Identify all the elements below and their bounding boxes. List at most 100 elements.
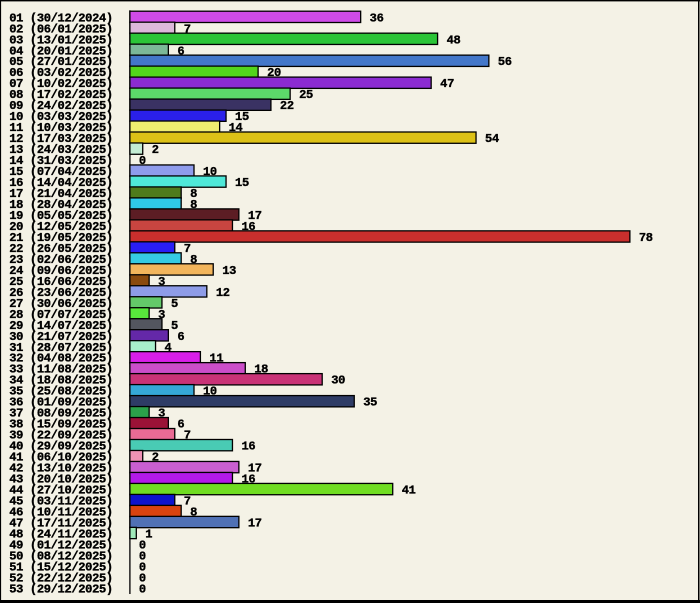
svg-text:33 (11/08/2025): 33 (11/08/2025) xyxy=(9,363,113,377)
svg-text:10 (03/03/2025): 10 (03/03/2025) xyxy=(9,110,113,124)
svg-text:41 (06/10/2025): 41 (06/10/2025) xyxy=(9,451,113,465)
svg-text:05 (27/01/2025): 05 (27/01/2025) xyxy=(9,55,113,69)
svg-text:13: 13 xyxy=(222,264,236,278)
svg-text:19 (05/05/2025): 19 (05/05/2025) xyxy=(9,209,113,223)
svg-text:20: 20 xyxy=(267,66,281,80)
svg-text:49 (01/12/2025): 49 (01/12/2025) xyxy=(9,538,113,552)
svg-text:46 (10/11/2025): 46 (10/11/2025) xyxy=(9,505,113,519)
svg-text:3: 3 xyxy=(158,275,165,289)
svg-text:25: 25 xyxy=(299,88,313,102)
svg-text:3: 3 xyxy=(158,308,165,322)
svg-text:17: 17 xyxy=(248,462,262,476)
svg-text:52 (22/12/2025): 52 (22/12/2025) xyxy=(9,571,113,585)
svg-text:06 (03/02/2025): 06 (03/02/2025) xyxy=(9,66,113,80)
svg-text:20 (12/05/2025): 20 (12/05/2025) xyxy=(9,220,113,234)
svg-text:16: 16 xyxy=(241,440,255,454)
svg-text:47 (17/11/2025): 47 (17/11/2025) xyxy=(9,516,113,530)
svg-text:23 (02/06/2025): 23 (02/06/2025) xyxy=(9,253,113,267)
svg-text:36: 36 xyxy=(370,11,384,25)
svg-text:2: 2 xyxy=(152,451,159,465)
svg-text:0: 0 xyxy=(139,560,146,574)
svg-text:11 (10/03/2025): 11 (10/03/2025) xyxy=(9,121,113,135)
svg-text:25 (16/06/2025): 25 (16/06/2025) xyxy=(9,275,113,289)
svg-text:08 (17/02/2025): 08 (17/02/2025) xyxy=(9,88,113,102)
svg-text:56: 56 xyxy=(498,55,512,69)
svg-text:18 (28/04/2025): 18 (28/04/2025) xyxy=(9,198,113,212)
svg-text:8: 8 xyxy=(190,253,197,267)
svg-text:38 (15/09/2025): 38 (15/09/2025) xyxy=(9,418,113,432)
svg-text:0: 0 xyxy=(139,154,146,168)
svg-text:47: 47 xyxy=(440,77,454,91)
svg-text:48: 48 xyxy=(447,33,461,47)
svg-text:5: 5 xyxy=(171,297,178,311)
svg-text:10: 10 xyxy=(203,385,217,399)
svg-text:54: 54 xyxy=(485,132,499,146)
svg-text:24 (09/06/2025): 24 (09/06/2025) xyxy=(9,264,113,278)
svg-text:17: 17 xyxy=(248,516,262,530)
svg-text:78: 78 xyxy=(639,231,653,245)
svg-text:17: 17 xyxy=(248,209,262,223)
svg-text:28 (07/07/2025): 28 (07/07/2025) xyxy=(9,308,113,322)
svg-text:8: 8 xyxy=(190,505,197,519)
svg-text:35 (25/08/2025): 35 (25/08/2025) xyxy=(9,385,113,399)
svg-text:15: 15 xyxy=(235,176,249,190)
svg-text:14 (31/03/2025): 14 (31/03/2025) xyxy=(9,154,113,168)
svg-text:15: 15 xyxy=(235,110,249,124)
svg-text:29 (14/07/2025): 29 (14/07/2025) xyxy=(9,319,113,333)
svg-text:07 (10/02/2025): 07 (10/02/2025) xyxy=(9,77,113,91)
svg-text:1: 1 xyxy=(145,527,152,541)
svg-text:44 (27/10/2025): 44 (27/10/2025) xyxy=(9,484,113,498)
svg-text:53 (29/12/2025): 53 (29/12/2025) xyxy=(9,582,113,596)
svg-text:41: 41 xyxy=(402,484,416,498)
svg-text:37 (08/09/2025): 37 (08/09/2025) xyxy=(9,407,113,421)
svg-text:18: 18 xyxy=(254,363,268,377)
svg-text:39 (22/09/2025): 39 (22/09/2025) xyxy=(9,429,113,443)
svg-text:5: 5 xyxy=(171,319,178,333)
svg-text:36 (01/09/2025): 36 (01/09/2025) xyxy=(9,396,113,410)
svg-text:40 (29/09/2025): 40 (29/09/2025) xyxy=(9,440,113,454)
svg-text:11: 11 xyxy=(209,352,223,366)
svg-text:26 (23/06/2025): 26 (23/06/2025) xyxy=(9,286,113,300)
svg-text:6: 6 xyxy=(177,44,184,58)
svg-text:12 (17/03/2025): 12 (17/03/2025) xyxy=(9,132,113,146)
svg-text:7: 7 xyxy=(184,495,191,509)
svg-text:2: 2 xyxy=(152,143,159,157)
svg-text:6: 6 xyxy=(177,330,184,344)
svg-text:7: 7 xyxy=(184,22,191,36)
svg-text:16 (14/04/2025): 16 (14/04/2025) xyxy=(9,176,113,190)
svg-text:48 (24/11/2025): 48 (24/11/2025) xyxy=(9,527,113,541)
svg-text:8: 8 xyxy=(190,198,197,212)
svg-text:04 (20/01/2025): 04 (20/01/2025) xyxy=(9,44,113,58)
svg-text:6: 6 xyxy=(177,418,184,432)
svg-text:42 (13/10/2025): 42 (13/10/2025) xyxy=(9,462,113,476)
svg-text:12: 12 xyxy=(216,286,230,300)
svg-text:22: 22 xyxy=(280,99,294,113)
svg-text:03 (13/01/2025): 03 (13/01/2025) xyxy=(9,33,113,47)
svg-text:10: 10 xyxy=(203,165,217,179)
svg-text:0: 0 xyxy=(139,549,146,563)
svg-text:21 (19/05/2025): 21 (19/05/2025) xyxy=(9,231,113,245)
svg-text:22 (26/05/2025): 22 (26/05/2025) xyxy=(9,242,113,256)
svg-text:50 (08/12/2025): 50 (08/12/2025) xyxy=(9,549,113,563)
svg-text:17 (21/04/2025): 17 (21/04/2025) xyxy=(9,187,113,201)
svg-text:32 (04/08/2025): 32 (04/08/2025) xyxy=(9,352,113,366)
svg-text:7: 7 xyxy=(184,429,191,443)
svg-text:8: 8 xyxy=(190,187,197,201)
svg-text:0: 0 xyxy=(139,538,146,552)
svg-text:30: 30 xyxy=(331,374,345,388)
svg-text:0: 0 xyxy=(139,582,146,596)
svg-text:7: 7 xyxy=(184,242,191,256)
svg-text:51 (15/12/2025): 51 (15/12/2025) xyxy=(9,560,113,574)
svg-text:0: 0 xyxy=(139,571,146,585)
svg-text:15 (07/04/2025): 15 (07/04/2025) xyxy=(9,165,113,179)
svg-text:34 (18/08/2025): 34 (18/08/2025) xyxy=(9,374,113,388)
svg-text:30 (21/07/2025): 30 (21/07/2025) xyxy=(9,330,113,344)
svg-text:01 (30/12/2024): 01 (30/12/2024) xyxy=(9,11,113,25)
svg-text:45 (03/11/2025): 45 (03/11/2025) xyxy=(9,495,113,509)
svg-text:31 (28/07/2025): 31 (28/07/2025) xyxy=(9,341,113,355)
svg-text:13 (24/03/2025): 13 (24/03/2025) xyxy=(9,143,113,157)
svg-text:35: 35 xyxy=(363,396,377,410)
svg-text:09 (24/02/2025): 09 (24/02/2025) xyxy=(9,99,113,113)
svg-text:16: 16 xyxy=(241,220,255,234)
svg-text:16: 16 xyxy=(241,473,255,487)
